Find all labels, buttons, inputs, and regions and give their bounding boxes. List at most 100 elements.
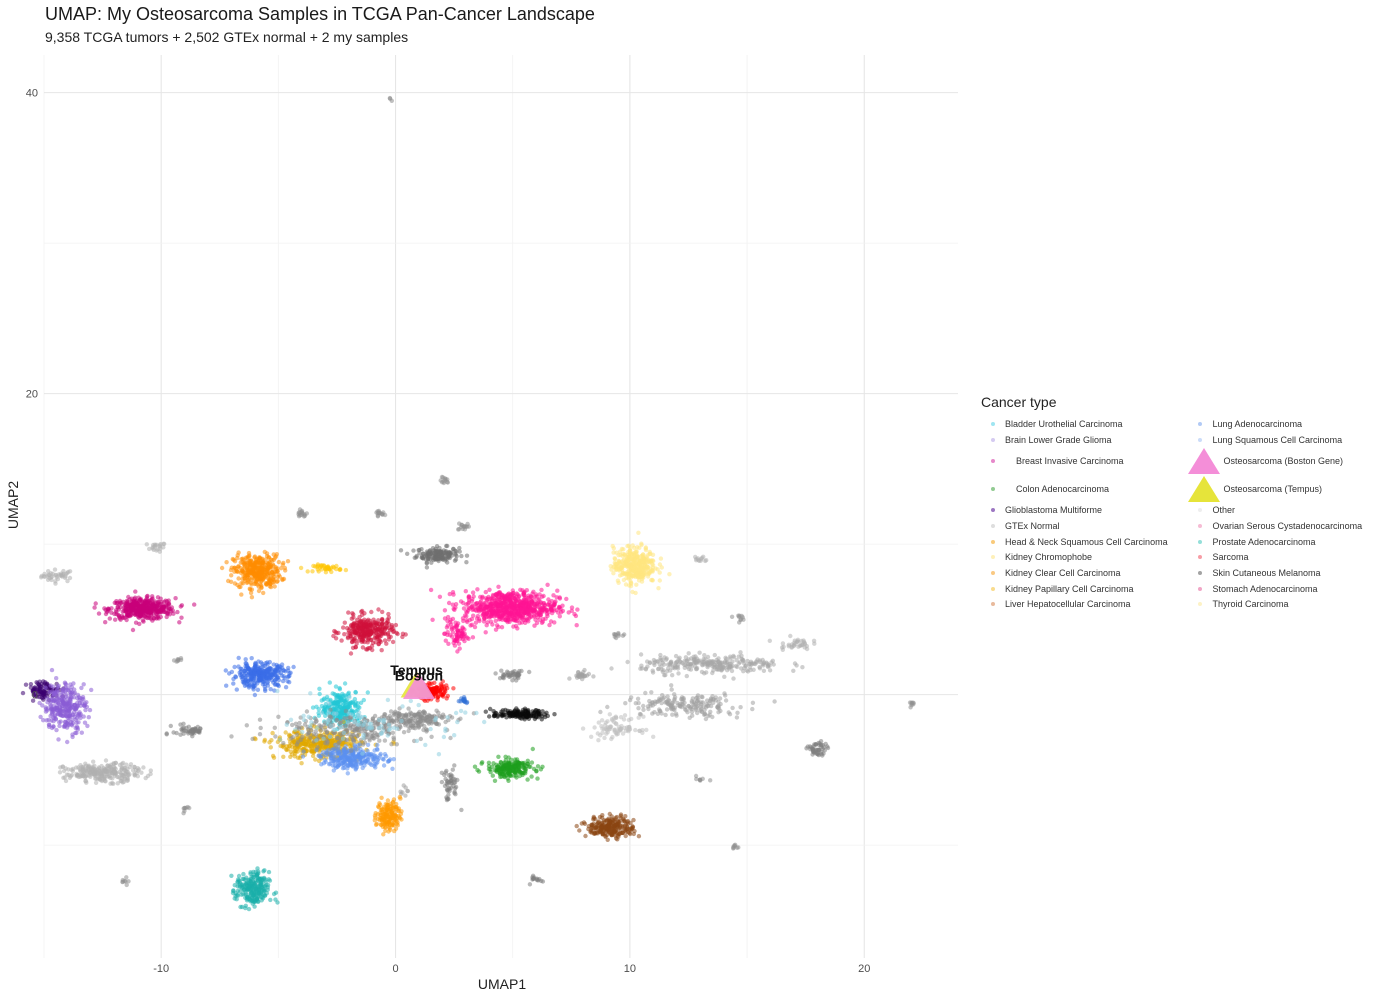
scatter-point — [174, 730, 179, 736]
scatter-point — [739, 666, 744, 671]
cluster-gtex-normal — [580, 712, 656, 743]
scatter-point — [622, 632, 627, 637]
scatter-point — [141, 619, 146, 624]
scatter-point — [505, 617, 510, 622]
scatter-point — [526, 609, 531, 615]
scatter-point — [449, 778, 454, 783]
scatter-point — [636, 568, 642, 574]
scatter-point — [272, 584, 277, 589]
scatter-point — [469, 622, 475, 627]
scatter-point — [622, 713, 628, 718]
scatter-point — [804, 646, 810, 652]
scatter-point — [38, 686, 43, 692]
scatter-point — [669, 704, 674, 709]
scatter-point — [765, 664, 771, 669]
scatter-point — [262, 739, 267, 744]
scatter-point — [161, 545, 166, 550]
scatter-point — [275, 578, 280, 584]
scatter-point — [724, 656, 729, 662]
scatter-point — [164, 732, 169, 737]
scatter-point — [743, 663, 749, 668]
scatter-point — [109, 606, 114, 611]
scatter-point — [28, 682, 34, 687]
scatter-point — [46, 722, 52, 727]
scatter-point — [702, 711, 708, 717]
scatter-point — [302, 741, 308, 746]
scatter-point — [711, 668, 716, 673]
scatter-point — [299, 509, 304, 514]
scatter-point — [387, 628, 393, 633]
scatter-point — [704, 558, 709, 563]
scatter-point — [428, 548, 433, 553]
scatter-point — [95, 767, 100, 772]
scatter-point — [716, 659, 721, 664]
scatter-point — [196, 729, 201, 734]
scatter-point — [56, 696, 61, 702]
scatter-point — [151, 616, 157, 621]
scatter-point — [519, 620, 525, 625]
scatter-point — [63, 681, 68, 686]
scatter-point — [464, 553, 470, 558]
scatter-point — [82, 720, 88, 725]
scatter-point — [378, 629, 383, 634]
scatter-point — [66, 723, 71, 728]
scatter-point — [159, 606, 165, 611]
scatter-point — [158, 542, 163, 547]
scatter-point — [96, 611, 102, 616]
scatter-point — [102, 606, 107, 611]
scatter-point — [707, 712, 712, 717]
scatter-point — [282, 565, 288, 571]
scatter-point — [472, 624, 478, 630]
scatter-point — [178, 722, 183, 727]
scatter-point — [166, 601, 172, 606]
scatter-point — [750, 700, 756, 705]
scatter-point — [694, 665, 700, 671]
scatter-point — [699, 669, 705, 675]
scatter-point — [480, 595, 485, 600]
scatter-point — [668, 668, 673, 673]
scatter-point — [181, 811, 186, 816]
scatter-point — [118, 605, 123, 610]
scatter-point — [116, 775, 121, 780]
scatter-point — [287, 744, 292, 749]
scatter-point — [237, 584, 242, 590]
scatter-point — [227, 671, 232, 676]
scatter-point — [259, 585, 264, 591]
scatter-point — [595, 731, 600, 736]
scatter-point — [353, 644, 358, 650]
scatter-point — [501, 676, 506, 681]
scatter-point — [501, 672, 506, 677]
scatter-point — [605, 719, 610, 724]
scatter-point — [628, 579, 633, 584]
scatter-point — [695, 693, 701, 698]
scatter-point — [496, 584, 501, 589]
scatter-point — [224, 683, 229, 688]
scatter-point — [686, 657, 691, 662]
scatter-point — [272, 574, 277, 580]
scatter-point — [260, 558, 266, 564]
scatter-point — [359, 639, 365, 645]
scatter-point — [723, 698, 729, 703]
scatter-point — [661, 662, 667, 667]
scatter-point — [178, 604, 183, 609]
scatter-point — [154, 548, 159, 553]
scatter-point — [633, 590, 638, 596]
scatter-point — [480, 613, 485, 618]
scatter-point — [708, 778, 713, 783]
scatter-point — [657, 570, 662, 575]
scatter-point — [650, 700, 655, 705]
scatter-point — [70, 734, 75, 740]
scatter-point — [114, 601, 119, 606]
scatter-point — [242, 565, 247, 571]
scatter-point — [352, 630, 357, 635]
scatter-point — [813, 742, 818, 747]
scatter-point — [659, 565, 664, 570]
scatter-point — [686, 651, 691, 656]
scatter-point — [485, 596, 490, 602]
scatter-point — [107, 616, 113, 621]
scatter-point — [249, 582, 254, 587]
scatter-point — [511, 618, 517, 623]
scatter-point — [767, 638, 772, 643]
scatter-point — [274, 569, 279, 574]
scatter-point — [591, 674, 596, 679]
